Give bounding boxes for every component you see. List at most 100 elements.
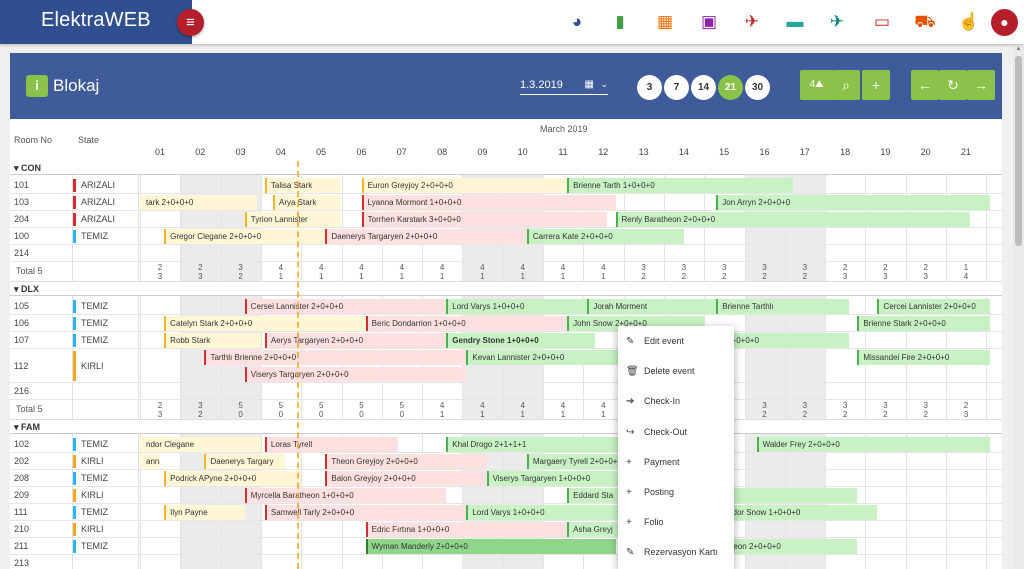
reservation-bar[interactable]: Cercei Lannister 2+0+0+0 bbox=[877, 299, 991, 314]
reservation-bar[interactable]: Podrick APyne 2+0+0+0 bbox=[164, 471, 302, 486]
reservation-bar[interactable]: Tarthlı Brienne 2+0+0+0 bbox=[204, 350, 467, 365]
reservation-bar[interactable]: Missandei Fire 2+0+0+0 bbox=[857, 350, 991, 365]
hand-icon[interactable]: ☝ bbox=[958, 12, 980, 31]
room-state[interactable]: KIRLI bbox=[73, 351, 104, 381]
reservation-bar[interactable]: Carrera Kate 2+0+0+0 bbox=[526, 229, 685, 244]
rooms-button[interactable]: 4⛰ bbox=[800, 70, 833, 100]
reservation-bar[interactable]: Jorah Morment bbox=[587, 299, 717, 314]
reservation-bar[interactable]: Euron Greyjoy 2+0+0+0 bbox=[361, 178, 568, 193]
reservation-bar[interactable]: Daenerys Targaryen 2+0+0+0 bbox=[325, 229, 527, 244]
search-button[interactable]: ⌕ bbox=[832, 70, 860, 100]
reservation-bar[interactable]: Renly Baratheon 2+0+0+0 bbox=[615, 212, 971, 227]
room-number[interactable]: 209 bbox=[14, 490, 30, 500]
reservation-bar[interactable]: Eddard Sta bbox=[567, 488, 624, 503]
reservation-bar[interactable]: Gendry Stone 1+0+0+0 bbox=[446, 333, 596, 348]
reservation-bar[interactable]: Theon Greyjoy 2+0+0+0 bbox=[325, 454, 487, 469]
room-number[interactable]: 106 bbox=[14, 318, 30, 328]
calendar-icon[interactable]: ▣ bbox=[700, 12, 718, 31]
room-number[interactable]: 213 bbox=[14, 558, 30, 568]
room-number[interactable]: 214 bbox=[14, 248, 30, 258]
room-state[interactable]: TEMIZ bbox=[73, 540, 108, 553]
reservation-bar[interactable]: Robb Stark bbox=[164, 333, 261, 348]
room-number[interactable]: 112 bbox=[14, 361, 29, 371]
reservation-bar[interactable]: Talisa Stark bbox=[264, 178, 342, 193]
room-state[interactable]: ARIZALI bbox=[73, 179, 115, 192]
reservation-bar[interactable]: Wyman Manderly 2+0+0+0 bbox=[365, 539, 616, 554]
room-number[interactable]: 211 bbox=[14, 541, 29, 551]
reservation-bar[interactable]: Myrcella Baratheon 1+0+0+0 bbox=[244, 488, 447, 503]
reservation-bar[interactable]: Brienne Tarthlı bbox=[716, 299, 850, 314]
room-number[interactable]: 202 bbox=[14, 456, 30, 466]
room-number[interactable]: 204 bbox=[14, 214, 30, 224]
room-state[interactable]: TEMIZ bbox=[73, 230, 108, 243]
caret-down-icon[interactable]: ▾ bbox=[14, 284, 22, 294]
room-state[interactable]: TEMIZ bbox=[73, 300, 108, 313]
reservation-bar[interactable]: Hodor Snow 1+0+0+0 bbox=[716, 505, 878, 520]
context-item-delete-event[interactable]: 🗑 Delete event bbox=[618, 356, 734, 386]
range-button-21[interactable]: 21 bbox=[718, 75, 743, 100]
room-number[interactable]: 103 bbox=[14, 197, 30, 207]
reservation-bar[interactable]: Khal Drogo 2+1+1+1 bbox=[446, 437, 636, 452]
group-header[interactable]: ▾ CON bbox=[10, 161, 1002, 175]
prev-button[interactable]: ← bbox=[911, 70, 939, 100]
room-number[interactable]: 102 bbox=[14, 439, 30, 449]
room-state[interactable]: KIRLI bbox=[73, 489, 104, 502]
calendar-icon[interactable]: ▦ bbox=[584, 79, 594, 90]
room-number[interactable]: 100 bbox=[14, 231, 30, 241]
info-icon[interactable]: i bbox=[26, 75, 48, 97]
room-number[interactable]: 208 bbox=[14, 473, 30, 483]
room-number[interactable]: 210 bbox=[14, 524, 30, 534]
context-item-folio[interactable]: + Folio bbox=[618, 507, 734, 537]
next-button[interactable]: → bbox=[967, 70, 995, 100]
reservation-bar[interactable]: atheon 2+0+0+0 bbox=[716, 539, 858, 554]
room-state[interactable]: ARIZALI bbox=[73, 196, 115, 209]
range-button-3[interactable]: 3 bbox=[637, 75, 662, 100]
range-button-7[interactable]: 7 bbox=[664, 75, 689, 100]
reservation-bar[interactable]: Lyanna Mormont 1+0+0+0 bbox=[361, 195, 616, 210]
reservation-bar[interactable]: tark 2+0+0+0 bbox=[140, 195, 257, 210]
range-button-14[interactable]: 14 bbox=[691, 75, 716, 100]
context-item-check-out[interactable]: ↪ Check-Out bbox=[618, 417, 734, 447]
reservation-bar[interactable]: Gregor Clegane 2+0+0+0 bbox=[164, 229, 326, 244]
reservation-bar[interactable]: Edric Fırtına 1+0+0+0 bbox=[365, 522, 568, 537]
reservation-bar[interactable]: Lord Varys 1+0+0+0 bbox=[446, 299, 588, 314]
reservation-bar[interactable]: Walder Frey 2+0+0+0 bbox=[756, 437, 991, 452]
reservation-bar[interactable]: Brienne Stark 2+0+0+0 bbox=[857, 316, 991, 331]
reservation-bar[interactable]: Lord Varys 1+0+0+0 bbox=[466, 505, 636, 520]
cart-icon[interactable]: ⛟ bbox=[914, 12, 936, 31]
context-item-posting[interactable]: + Posting bbox=[618, 477, 734, 507]
reservation-bar[interactable]: anna bbox=[140, 454, 161, 469]
reservation-bar[interactable]: Viserys Targaryen 1+0+0+0 bbox=[486, 471, 636, 486]
scroll-up-icon[interactable]: ▲ bbox=[1015, 46, 1022, 52]
room-state[interactable]: KIRLI bbox=[73, 455, 104, 468]
range-button-30[interactable]: 30 bbox=[745, 75, 770, 100]
plane-departure-icon[interactable]: ✈ bbox=[829, 12, 845, 31]
reservation-bar[interactable]: Viserys Targaryen 2+0+0+0 bbox=[244, 367, 467, 382]
reservation-bar[interactable] bbox=[716, 488, 858, 503]
room-state[interactable]: ARIZALI bbox=[73, 213, 115, 226]
context-item-rezervasyon-kart-[interactable]: ✎ Rezervasyon Kartı bbox=[618, 537, 734, 567]
room-state[interactable]: TEMIZ bbox=[73, 506, 108, 519]
bar-chart-icon[interactable]: ▮ bbox=[615, 12, 625, 31]
grid-icon[interactable]: ▦ bbox=[656, 12, 674, 31]
add-button[interactable]: + bbox=[862, 70, 890, 100]
reservation-bar[interactable]: Asha Greyj bbox=[567, 522, 624, 537]
date-picker[interactable]: 1.3.2019 ▦ ⌄ bbox=[520, 79, 608, 95]
room-number[interactable]: 111 bbox=[14, 507, 28, 517]
room-state[interactable]: KIRLI bbox=[73, 523, 104, 536]
room-number[interactable]: 216 bbox=[14, 386, 30, 396]
reservation-bar[interactable]: Brienne Tarth 1+0+0+0 bbox=[567, 178, 793, 193]
reservation-bar[interactable]: Catelyn Stark 2+0+0+0 bbox=[164, 316, 366, 331]
room-state[interactable]: TEMIZ bbox=[73, 334, 108, 347]
reservation-bar[interactable]: Daenerys Targary bbox=[204, 454, 286, 469]
reservation-bar[interactable]: Beric Dondarrion 1+0+0+0 bbox=[365, 316, 568, 331]
menu-button[interactable]: ≡ bbox=[177, 9, 204, 36]
reservation-bar[interactable]: Samwell Tarly 2+0+0+0 bbox=[264, 505, 467, 520]
room-number[interactable]: 107 bbox=[14, 335, 30, 345]
group-header[interactable]: ▾ DLX bbox=[10, 282, 1002, 296]
caret-down-icon[interactable]: ▾ bbox=[14, 422, 22, 432]
group-header[interactable]: ▾ FAM bbox=[10, 420, 1002, 434]
reservation-bar[interactable]: Jon Arryn 2+0+0+0 bbox=[716, 195, 991, 210]
reservation-bar[interactable]: ndor Clegane bbox=[140, 437, 261, 452]
room-state[interactable]: TEMIZ bbox=[73, 317, 108, 330]
